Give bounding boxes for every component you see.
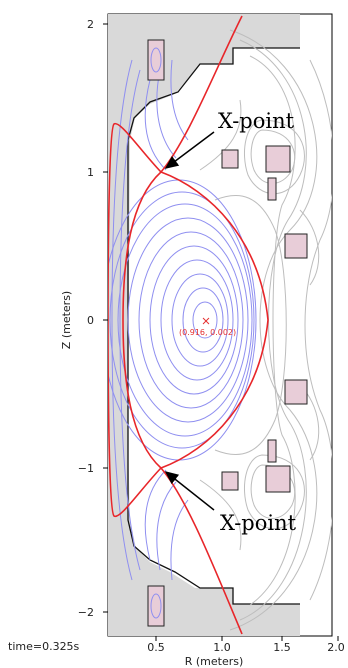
xpoint-upper-label: X-point	[218, 109, 295, 133]
divertor-flux-lines	[111, 59, 189, 581]
x-tick-2-0: 2.0	[327, 641, 345, 654]
wall-structure	[108, 14, 300, 636]
y-tick-1: 1	[87, 166, 94, 179]
coil-5	[284, 379, 308, 405]
coil-3	[267, 177, 277, 201]
coil-4	[284, 233, 308, 259]
xpoint-lower-arrow	[164, 471, 215, 511]
y-tick-0: 0	[87, 314, 94, 327]
x-axis	[155, 636, 339, 641]
pf-coils	[147, 39, 308, 627]
magnetic-axis-label: (0.916, 0.002)	[179, 328, 236, 337]
time-label: time=0.325s	[8, 640, 80, 653]
coil-6	[267, 439, 277, 463]
closed-flux-surfaces	[108, 179, 257, 461]
xpoint-lower-label: X-point	[220, 511, 297, 535]
coil-lower-inboard	[147, 585, 165, 627]
open-flux-contours	[199, 29, 332, 631]
coil-8	[221, 471, 239, 491]
y-tick-neg1: −1	[78, 462, 94, 475]
y-axis-label: Z (meters)	[60, 291, 73, 349]
y-tick-neg2: −2	[78, 606, 94, 619]
coil-upper-inboard	[147, 39, 165, 81]
magnetic-axis-marker	[202, 317, 210, 325]
coil-1	[221, 149, 239, 169]
x-axis-label: R (meters)	[185, 655, 244, 668]
y-tick-2: 2	[87, 18, 94, 31]
xpoint-upper-arrow	[164, 131, 215, 169]
x-tick-1-0: 1.0	[213, 641, 231, 654]
coil-2	[265, 145, 291, 173]
x-tick-1-5: 1.5	[273, 641, 291, 654]
coil-7	[265, 465, 291, 493]
x-tick-0-5: 0.5	[147, 641, 165, 654]
separatrix	[108, 15, 269, 635]
y-axis	[103, 23, 108, 613]
